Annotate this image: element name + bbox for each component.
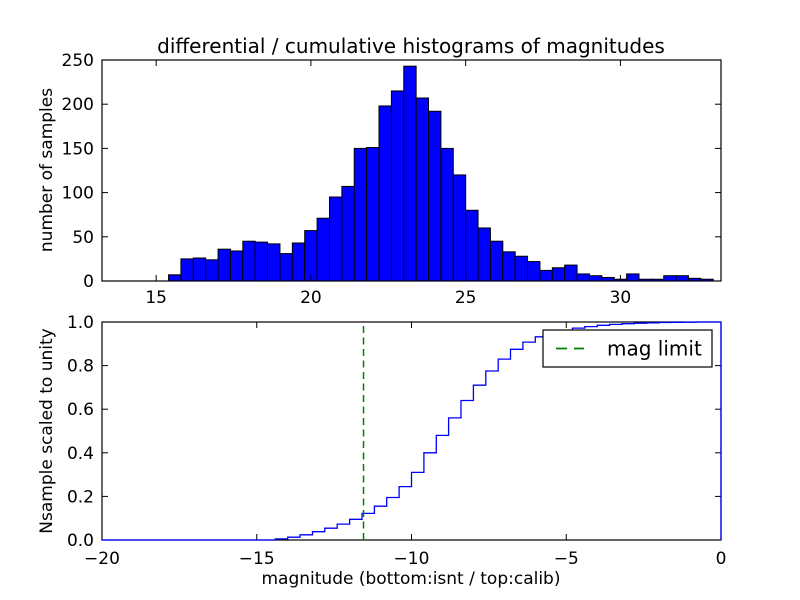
histogram-bar bbox=[663, 275, 677, 282]
x-tick-label: 30 bbox=[610, 288, 632, 308]
y-tick-label: 150 bbox=[62, 139, 94, 159]
histogram-bar bbox=[304, 230, 318, 282]
histogram-bar bbox=[180, 258, 194, 282]
histogram-bar bbox=[440, 147, 454, 282]
y-tick-label: 1.0 bbox=[67, 313, 94, 333]
histogram-bar bbox=[539, 269, 553, 282]
histogram-bar bbox=[489, 240, 504, 282]
histogram-bar bbox=[217, 248, 231, 282]
y-tick-label: 50 bbox=[72, 228, 94, 248]
chart-render-layer: 15 20 25 30 0 50 100 150 200 250 −20 −15 −10 −5 0 0.0 0.… bbox=[62, 51, 727, 569]
legend-label: mag limit bbox=[607, 337, 702, 361]
histogram-bar bbox=[366, 147, 380, 282]
x-tick-label: 0 bbox=[716, 549, 727, 569]
y-tick-label: 0.6 bbox=[67, 400, 94, 420]
figure-title: differential / cumulative histograms of … bbox=[157, 34, 665, 58]
histogram-bar bbox=[353, 147, 368, 282]
histogram-bar bbox=[551, 267, 566, 282]
cumulative-step-line bbox=[102, 321, 722, 541]
histogram-bar bbox=[328, 196, 343, 282]
histogram-bar bbox=[675, 275, 690, 282]
x-tick-label: 15 bbox=[145, 288, 167, 308]
axes-frame bbox=[101, 59, 722, 282]
y-tick-label: 0.2 bbox=[67, 487, 94, 507]
bottom-y-axis-label: Nsample scaled to unity bbox=[37, 328, 57, 533]
figure-text-layer: differential / cumulative histograms of … bbox=[37, 34, 713, 589]
histogram-bar bbox=[242, 240, 256, 282]
histogram-bar bbox=[229, 250, 244, 282]
legend-box bbox=[542, 329, 713, 368]
y-tick-label: 200 bbox=[62, 95, 94, 115]
histogram-bar bbox=[477, 227, 491, 282]
x-tick-label: 20 bbox=[300, 288, 322, 308]
histogram-bar bbox=[205, 259, 219, 282]
y-tick-label: 0.0 bbox=[67, 531, 94, 551]
x-tick-label: 25 bbox=[455, 288, 477, 308]
y-tick-label: 0 bbox=[83, 272, 94, 292]
histogram-bar bbox=[267, 243, 281, 282]
legend: mag limit bbox=[542, 329, 713, 368]
y-tick-label: 0.4 bbox=[67, 444, 94, 464]
histogram-bar bbox=[576, 273, 590, 282]
histogram-bar bbox=[403, 65, 417, 282]
x-tick-label: −5 bbox=[554, 549, 579, 569]
top-y-axis-label: number of samples bbox=[37, 88, 57, 252]
histogram-bar bbox=[168, 274, 182, 282]
histogram-bar bbox=[465, 209, 479, 282]
histogram-bar bbox=[378, 105, 392, 282]
x-axis-label: magnitude (bottom:isnt / top:calib) bbox=[262, 569, 561, 589]
x-tick-label: −20 bbox=[84, 549, 120, 569]
histogram-bar bbox=[341, 185, 355, 282]
y-tick-label: 250 bbox=[62, 51, 94, 71]
histogram-bar bbox=[390, 90, 405, 282]
y-tick-label: 0.8 bbox=[67, 357, 94, 377]
histogram-bar bbox=[415, 97, 430, 282]
histogram-bar bbox=[452, 174, 467, 282]
histogram-bar bbox=[588, 275, 603, 282]
x-tick-label: −10 bbox=[394, 549, 430, 569]
histogram-bar bbox=[192, 257, 207, 282]
histogram-bar bbox=[626, 273, 640, 282]
histogram-bar bbox=[254, 241, 269, 282]
histogram-bar bbox=[279, 253, 293, 282]
x-tick-label: −15 bbox=[239, 549, 275, 569]
y-tick-label: 100 bbox=[62, 184, 94, 204]
histogram-bar bbox=[428, 110, 442, 282]
histogram-bar bbox=[564, 264, 578, 282]
histogram-bar bbox=[502, 251, 516, 282]
histogram-bar bbox=[527, 261, 541, 282]
histogram-bar bbox=[316, 217, 330, 282]
histogram-bar bbox=[514, 255, 529, 282]
histogram-bar bbox=[291, 242, 306, 282]
